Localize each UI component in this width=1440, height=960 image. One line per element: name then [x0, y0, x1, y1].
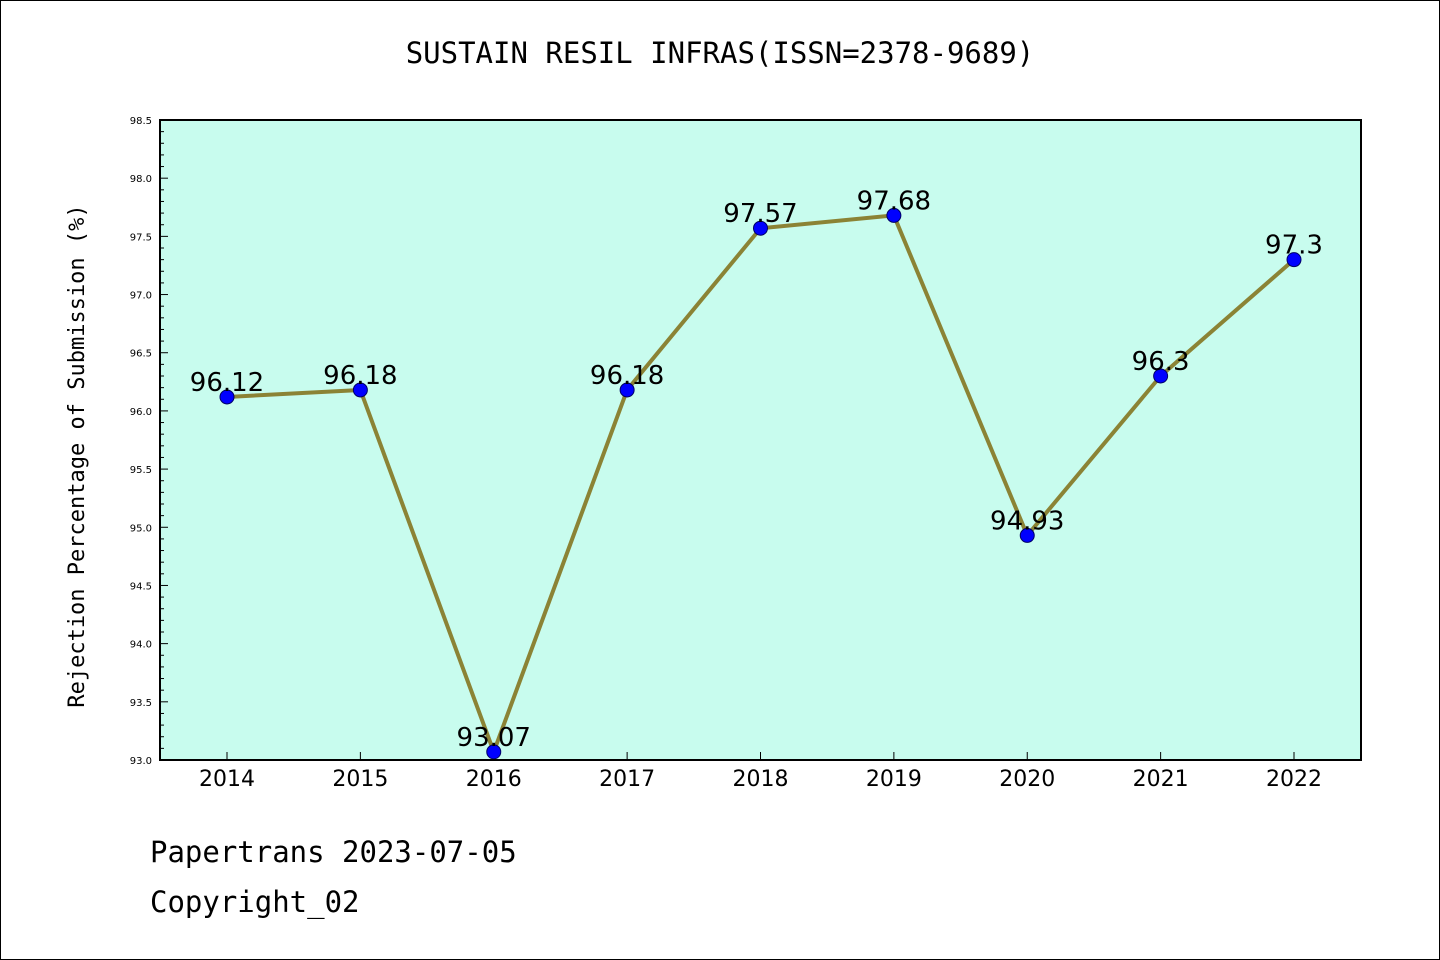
- x-tick-label: 2020: [999, 767, 1055, 792]
- y-tick-label: 93.0: [130, 756, 152, 767]
- data-label: 96.18: [323, 361, 397, 391]
- y-tick-label: 93.5: [130, 698, 152, 709]
- y-tick-label: 96.5: [130, 349, 152, 360]
- data-label: 97.3: [1265, 231, 1323, 261]
- data-point: [1019, 527, 1035, 543]
- plot-border: [159, 119, 1362, 761]
- y-tick-label: 94.0: [130, 640, 152, 651]
- x-axis: 2014 2015 2016 2017 2018 2019 2020 2021 2022: [199, 752, 1322, 792]
- data-label: 97.57: [723, 199, 797, 229]
- x-tick-label: 2015: [332, 767, 388, 792]
- footer-source: Papertrans 2023-07-05: [150, 835, 517, 869]
- data-point: [486, 744, 502, 760]
- x-tick-label: 2016: [466, 767, 522, 792]
- series-layer: 96.12 96.18 93.07 96.18 97.57 97.68 94.93 96.3 9…: [190, 186, 1323, 760]
- x-tick-label: 2022: [1266, 767, 1322, 792]
- data-point: [886, 207, 902, 223]
- y-axis: 93.0 93.5 94.0 94.5 95.0 95.5 96.0 96.5 97.0 97.5…: [130, 116, 168, 767]
- data-label: 97.68: [857, 186, 931, 216]
- data-point: [753, 220, 768, 236]
- x-tick-label: 2021: [1133, 767, 1189, 792]
- y-axis-label: Rejection Percentage of Submission (%): [65, 204, 90, 707]
- x-tick-label: 2019: [866, 767, 922, 792]
- x-tick-label: 2018: [733, 767, 789, 792]
- data-point: [1153, 368, 1169, 384]
- footer-copyright: Copyright_02: [150, 885, 360, 919]
- y-tick-label: 98.5: [130, 116, 152, 127]
- x-tick-label: 2017: [599, 767, 655, 792]
- y-tick-label: 95.5: [130, 465, 152, 476]
- chart-title: SUSTAIN RESIL INFRAS(ISSN=2378-9689): [405, 36, 1035, 70]
- y-tick-label: 98.0: [130, 174, 152, 185]
- data-point: [352, 382, 368, 398]
- data-label: 96.3: [1132, 347, 1190, 377]
- data-label: 96.12: [190, 368, 264, 398]
- y-tick-label: 97.5: [130, 232, 152, 243]
- data-label: 94.93: [990, 506, 1064, 536]
- data-label: 93.07: [457, 723, 531, 753]
- data-point: [219, 389, 235, 405]
- data-point: [619, 382, 635, 398]
- y-tick-label: 97.0: [130, 291, 152, 302]
- y-tick-label: 94.5: [130, 581, 152, 592]
- data-point: [1286, 252, 1302, 268]
- y-tick-label: 95.0: [130, 523, 152, 534]
- y-tick-label: 96.0: [130, 407, 152, 418]
- data-label: 96.18: [590, 361, 664, 391]
- x-tick-label: 2014: [199, 767, 255, 792]
